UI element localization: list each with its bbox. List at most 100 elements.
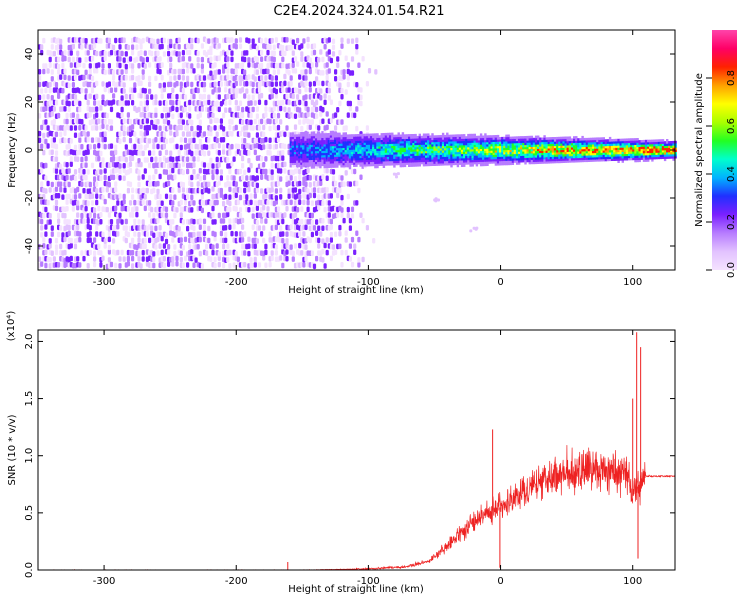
spectrogram-signal-cell bbox=[547, 139, 550, 142]
spectrogram-noise-cell bbox=[293, 187, 298, 193]
spectrogram-signal-cell bbox=[323, 165, 326, 169]
spectrogram-noise-cell bbox=[84, 174, 88, 181]
spectrogram-noise-cell bbox=[257, 87, 262, 93]
spectrogram-signal-cell bbox=[348, 155, 352, 159]
spectrogram-noise-cell bbox=[245, 175, 249, 181]
spectrogram-noise-cell bbox=[226, 157, 230, 163]
spectrogram-signal-cell bbox=[401, 149, 405, 153]
spectrogram-noise-cell bbox=[139, 80, 143, 86]
spectrogram-signal-cell bbox=[437, 158, 440, 162]
spectrogram-signal-cell bbox=[302, 138, 305, 141]
spectrogram-noise-cell bbox=[281, 231, 285, 237]
spectrogram-signal-cell bbox=[405, 140, 409, 144]
spectrogram-signal-cell bbox=[463, 138, 466, 141]
spectrogram-noise-cell bbox=[219, 230, 223, 237]
spectrogram-signal-cell bbox=[503, 143, 506, 146]
spectrogram-signal-cell bbox=[363, 151, 366, 154]
spectrogram-noise-cell bbox=[215, 37, 219, 44]
spectrogram-signal-cell bbox=[539, 141, 542, 145]
spectrogram-signal-cell bbox=[429, 152, 432, 156]
spectrogram-noise-cell bbox=[183, 106, 188, 112]
spectrogram-noise-cell bbox=[247, 38, 251, 44]
spectrogram-signal-cell bbox=[581, 159, 584, 163]
spectrogram-noise-cell bbox=[222, 218, 226, 224]
spectrogram-noise-cell bbox=[224, 237, 228, 244]
spectrogram-noise-cell bbox=[304, 224, 308, 231]
spectrogram-signal-cell bbox=[365, 148, 369, 152]
spectrogram-signal-cell bbox=[482, 144, 485, 147]
spectrogram-noise-cell bbox=[84, 206, 88, 212]
spectrogram-noise-cell bbox=[112, 238, 116, 244]
spectrogram-signal-cell bbox=[437, 141, 440, 145]
spectrogram-noise-cell bbox=[192, 200, 196, 206]
spectrogram-noise-cell bbox=[238, 207, 243, 213]
spectrogram-signal-cell bbox=[389, 154, 392, 157]
spectrogram-noise-cell bbox=[255, 69, 259, 75]
spectrogram-signal-cell bbox=[524, 136, 527, 139]
spectrogram-noise-cell bbox=[272, 69, 276, 75]
spectrogram-signal-cell bbox=[594, 141, 597, 145]
spectrogram-noise-cell bbox=[317, 243, 321, 249]
spectrogram-noise-cell bbox=[283, 168, 287, 174]
spectrogram-signal-cell bbox=[386, 132, 390, 136]
spectrogram-noise-cell bbox=[274, 195, 278, 201]
spectrogram-signal-cell bbox=[515, 136, 519, 139]
spectrogram-signal-cell bbox=[350, 149, 354, 152]
spectrogram-noise-cell bbox=[228, 249, 232, 256]
spectrogram-signal-cell bbox=[433, 135, 436, 138]
spectrogram-signal-cell bbox=[312, 159, 316, 163]
spectrogram-signal-cell bbox=[594, 148, 597, 151]
spectrogram-signal-cell bbox=[446, 162, 449, 166]
spectrogram-signal-cell bbox=[446, 158, 449, 162]
spectrogram-signal-cell bbox=[414, 162, 417, 165]
spectrogram-signal-cell bbox=[363, 153, 366, 156]
spectrogram-noise-cell bbox=[276, 112, 281, 119]
spectrogram-signal-cell bbox=[458, 153, 462, 157]
spectrogram-signal-cell bbox=[564, 153, 567, 157]
spectrogram-signal-cell bbox=[340, 158, 343, 161]
spectrogram-noise-cell bbox=[198, 224, 202, 230]
spectrogram-noise-cell bbox=[329, 231, 333, 238]
spectrogram-signal-cell bbox=[494, 139, 498, 142]
spectrogram-signal-cell bbox=[496, 145, 500, 149]
spectrogram-signal-cell bbox=[429, 157, 432, 160]
spectrogram-signal-cell bbox=[452, 141, 455, 144]
spectrogram-noise-cell bbox=[78, 106, 82, 113]
spectrogram-signal-cell bbox=[374, 144, 377, 147]
spectrogram-noise-cell bbox=[99, 38, 103, 44]
spectrogram-signal-cell bbox=[344, 145, 347, 148]
spectrogram-noise-cell bbox=[124, 218, 128, 225]
spectrogram-noise-cell bbox=[76, 224, 80, 231]
spectrogram-noise-cell bbox=[289, 44, 293, 51]
spectrogram-signal-cell bbox=[321, 163, 324, 167]
spectrogram-signal-cell bbox=[372, 146, 375, 149]
spectrogram-signal-cell bbox=[334, 141, 337, 144]
spectrogram-signal-cell bbox=[452, 162, 455, 166]
spectrogram-signal-cell bbox=[539, 144, 542, 147]
spectrogram-noise-cell bbox=[183, 255, 188, 262]
spectrogram-signal-cell bbox=[511, 145, 515, 148]
spectrogram-signal-cell bbox=[541, 152, 544, 156]
spectrogram-signal-cell bbox=[374, 139, 377, 143]
spectrogram-signal-cell bbox=[289, 138, 292, 142]
spectrogram-signal-cell bbox=[425, 146, 428, 149]
spectrogram-noise-cell bbox=[196, 62, 200, 69]
spectrogram-signal-cell bbox=[435, 154, 438, 158]
spectrogram-signal-cell bbox=[467, 153, 470, 156]
spectrogram-signal-cell bbox=[471, 151, 474, 154]
spectrogram-noise-cell bbox=[217, 212, 221, 219]
spectrogram-signal-cell bbox=[479, 150, 483, 154]
spectrogram-signal-cell bbox=[452, 136, 455, 140]
spectrogram-signal-cell bbox=[587, 159, 591, 162]
spectrogram-noise-cell bbox=[139, 144, 143, 150]
spectrogram-signal-cell bbox=[353, 155, 356, 159]
spectrogram-noise-cell bbox=[148, 162, 152, 169]
spectrogram-noise-cell bbox=[103, 55, 107, 62]
spectrogram-signal-cell bbox=[425, 135, 428, 139]
spectrogram-noise-cell bbox=[228, 168, 232, 175]
spectrogram-noise-cell bbox=[192, 231, 196, 238]
spectrogram-signal-cell bbox=[553, 141, 557, 144]
spectrogram-noise-cell bbox=[152, 251, 156, 257]
spectrogram-noise-cell bbox=[255, 45, 259, 51]
spectrogram-signal-cell bbox=[431, 133, 434, 136]
